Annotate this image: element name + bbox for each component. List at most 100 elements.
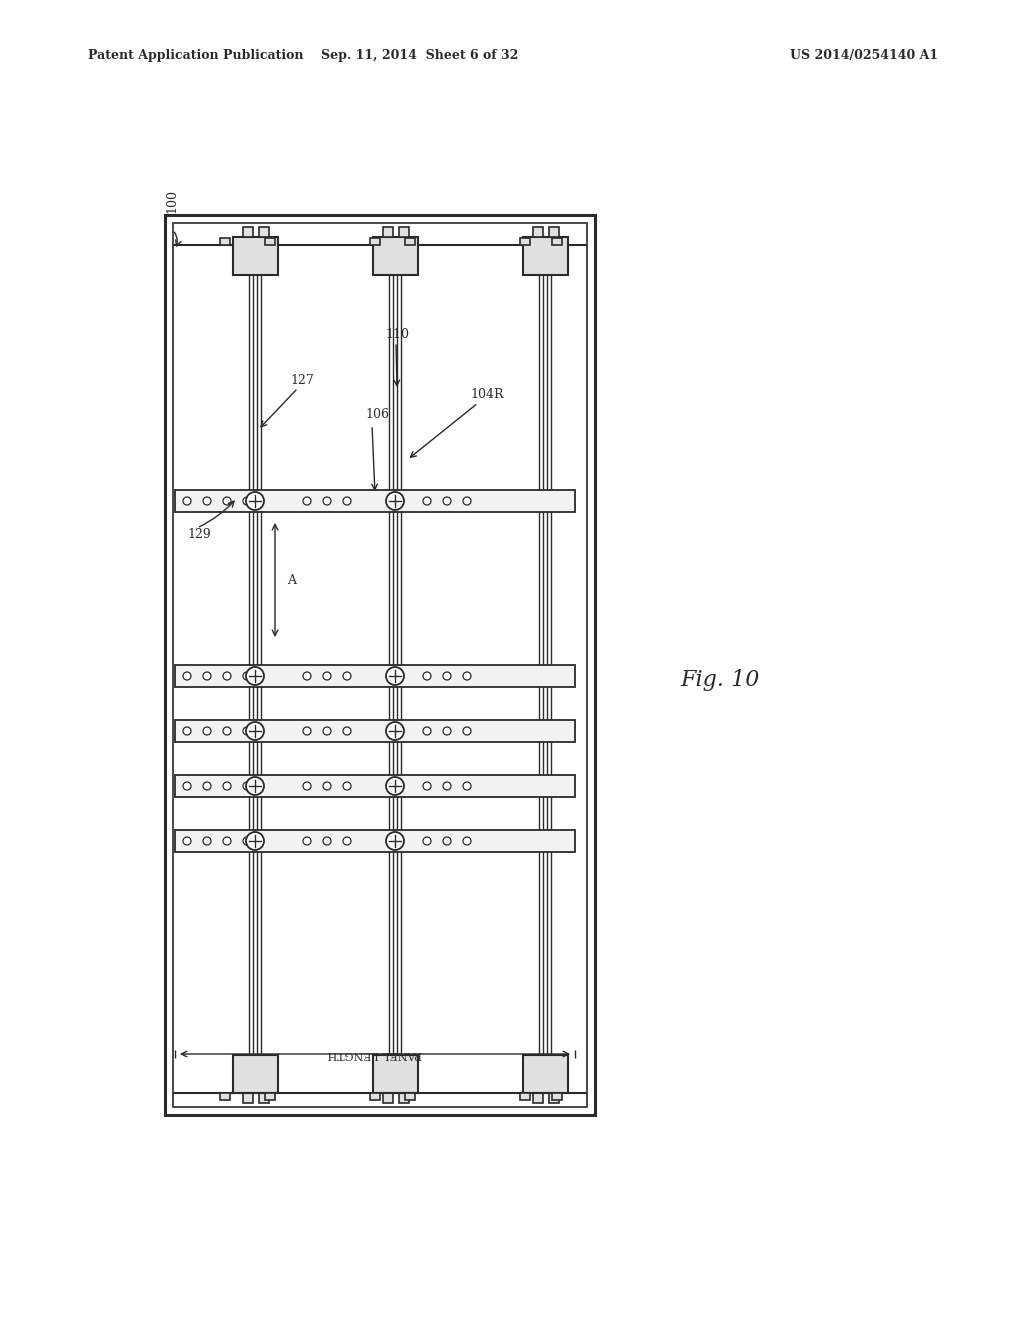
- Bar: [220, 238, 230, 246]
- Bar: [399, 1093, 409, 1104]
- Circle shape: [423, 781, 431, 789]
- Circle shape: [463, 837, 471, 845]
- Circle shape: [203, 781, 211, 789]
- Bar: [534, 227, 543, 238]
- Circle shape: [343, 837, 351, 845]
- Circle shape: [423, 837, 431, 845]
- Circle shape: [423, 498, 431, 506]
- Circle shape: [223, 672, 231, 680]
- Circle shape: [243, 672, 251, 680]
- Bar: [265, 1093, 275, 1100]
- Circle shape: [463, 498, 471, 506]
- Text: 129: 129: [187, 528, 211, 541]
- Bar: [370, 1093, 380, 1100]
- Circle shape: [183, 727, 191, 735]
- Bar: [233, 1055, 278, 1093]
- Circle shape: [223, 498, 231, 506]
- Circle shape: [246, 777, 264, 795]
- Circle shape: [386, 777, 404, 795]
- Bar: [265, 238, 275, 246]
- Circle shape: [423, 672, 431, 680]
- Bar: [523, 1055, 568, 1093]
- Circle shape: [443, 781, 451, 789]
- Circle shape: [183, 498, 191, 506]
- Circle shape: [203, 727, 211, 735]
- Bar: [243, 1093, 253, 1104]
- Bar: [552, 1093, 562, 1100]
- Text: 104R: 104R: [470, 388, 504, 401]
- Circle shape: [183, 672, 191, 680]
- Circle shape: [246, 722, 264, 741]
- Circle shape: [203, 498, 211, 506]
- Bar: [406, 1093, 415, 1100]
- Bar: [373, 1055, 418, 1093]
- Circle shape: [323, 672, 331, 680]
- Circle shape: [386, 722, 404, 741]
- Circle shape: [323, 781, 331, 789]
- Circle shape: [323, 837, 331, 845]
- Circle shape: [246, 832, 264, 850]
- Bar: [520, 1093, 530, 1100]
- Bar: [175, 719, 575, 742]
- Bar: [373, 238, 418, 275]
- Circle shape: [243, 837, 251, 845]
- Bar: [175, 665, 575, 686]
- Bar: [220, 1093, 230, 1100]
- Circle shape: [243, 498, 251, 506]
- Circle shape: [303, 498, 311, 506]
- Circle shape: [343, 781, 351, 789]
- Circle shape: [463, 781, 471, 789]
- Bar: [399, 227, 409, 238]
- Circle shape: [303, 727, 311, 735]
- Bar: [523, 238, 568, 275]
- Bar: [233, 238, 278, 275]
- Text: 100: 100: [165, 189, 178, 213]
- Circle shape: [386, 492, 404, 510]
- Bar: [383, 1093, 393, 1104]
- Bar: [406, 238, 415, 246]
- Bar: [175, 490, 575, 512]
- Circle shape: [243, 727, 251, 735]
- Bar: [173, 223, 587, 1107]
- Bar: [259, 227, 269, 238]
- Circle shape: [443, 498, 451, 506]
- Circle shape: [303, 781, 311, 789]
- Bar: [165, 215, 595, 1115]
- Circle shape: [443, 672, 451, 680]
- Text: US 2014/0254140 A1: US 2014/0254140 A1: [790, 49, 938, 62]
- Text: 110: 110: [385, 329, 409, 342]
- Circle shape: [183, 781, 191, 789]
- Bar: [175, 830, 575, 851]
- Circle shape: [183, 837, 191, 845]
- Bar: [534, 1093, 543, 1104]
- Circle shape: [243, 781, 251, 789]
- Bar: [552, 238, 562, 246]
- Circle shape: [463, 672, 471, 680]
- Text: A: A: [287, 573, 296, 586]
- Circle shape: [303, 837, 311, 845]
- Text: Patent Application Publication: Patent Application Publication: [88, 49, 303, 62]
- Circle shape: [246, 667, 264, 685]
- Circle shape: [323, 727, 331, 735]
- Text: 127: 127: [290, 374, 313, 387]
- Circle shape: [386, 832, 404, 850]
- Text: Sep. 11, 2014  Sheet 6 of 32: Sep. 11, 2014 Sheet 6 of 32: [322, 49, 519, 62]
- Circle shape: [303, 672, 311, 680]
- Circle shape: [203, 672, 211, 680]
- Circle shape: [343, 727, 351, 735]
- Circle shape: [223, 781, 231, 789]
- Bar: [259, 1093, 269, 1104]
- Circle shape: [463, 727, 471, 735]
- Bar: [383, 227, 393, 238]
- Circle shape: [443, 837, 451, 845]
- Circle shape: [343, 672, 351, 680]
- Bar: [549, 1093, 559, 1104]
- Circle shape: [323, 498, 331, 506]
- Bar: [243, 227, 253, 238]
- Circle shape: [246, 492, 264, 510]
- Circle shape: [423, 727, 431, 735]
- Circle shape: [223, 727, 231, 735]
- Circle shape: [203, 837, 211, 845]
- Bar: [370, 238, 380, 246]
- Circle shape: [343, 498, 351, 506]
